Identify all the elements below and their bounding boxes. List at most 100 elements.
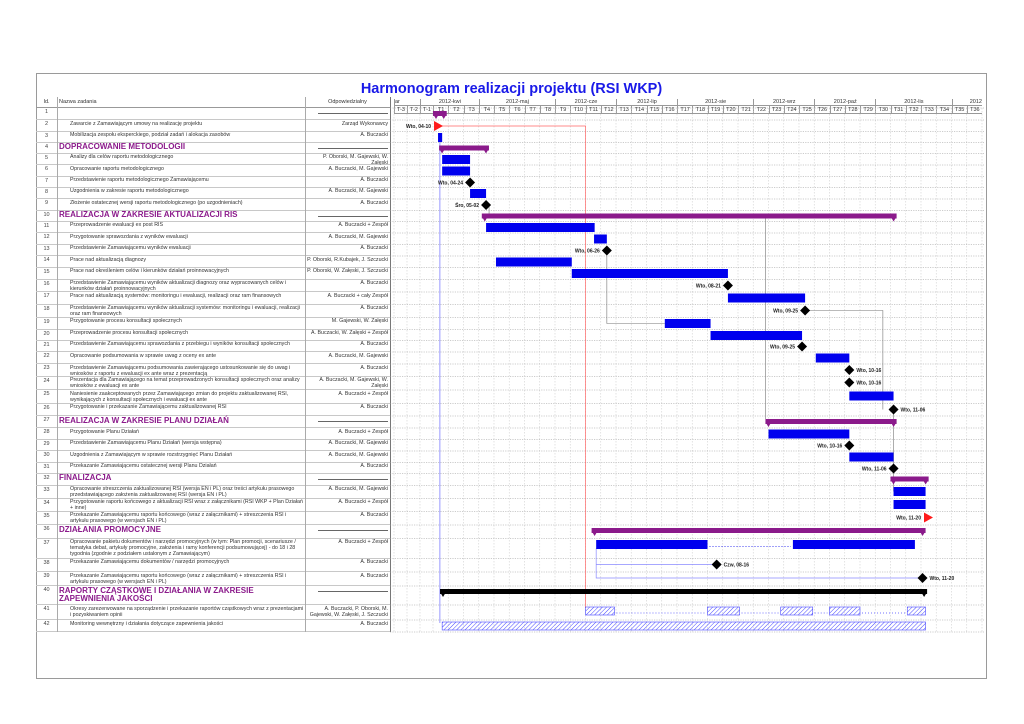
task-name: Przygotowanie raportu końcowego z aktual… (70, 499, 303, 511)
task-responsible: A. Buczacki, P. Oborski, M. Gajewski, W.… (309, 605, 388, 618)
task-name: Przygotowanie Planu Działań (70, 428, 139, 435)
task-name: Opracowanie raportu metodologicznego (70, 165, 164, 172)
summary-bar-end (890, 216, 897, 222)
milestone-diamond-icon (844, 365, 855, 375)
week-header-cell: T33 (921, 106, 937, 114)
task-name: Przygotowanie sprawozdania z wyników ewa… (70, 233, 188, 240)
hatched-bar (441, 621, 926, 631)
gantt-item-row-12 (594, 234, 607, 244)
gantt-item-row-28 (768, 429, 850, 439)
header-id: Id. (43, 99, 50, 105)
week-header-cell: T16 (661, 106, 677, 114)
gantt-item-row-19 (664, 319, 711, 328)
dependency-line (442, 125, 586, 608)
gantt-item-row-20 (710, 331, 803, 340)
gantt-item-row-34 (893, 500, 926, 509)
task-bar (792, 540, 915, 549)
task-responsible: M. Gajewski, W. Załęski (331, 318, 388, 324)
task-bar (849, 391, 894, 401)
week-header-cell: T11 (585, 106, 601, 114)
task-name: DOPRACOWANIE METODOLOGII (59, 142, 186, 151)
week-header-cell: T26 (814, 106, 830, 114)
task-name: Przekazanie Zamawiającemu raportu końcow… (70, 512, 287, 524)
gantt-item-row-33 (893, 487, 926, 496)
month-header-cell: 2012-lip (616, 99, 677, 106)
week-header-cell: T13 (616, 106, 632, 114)
task-bar (495, 257, 572, 267)
week-header-cell: T4 (478, 106, 494, 114)
milestone-diamond-icon (797, 341, 808, 352)
task-responsible: A. Buczacki + Zespół (338, 390, 388, 397)
dependency-line (486, 204, 766, 419)
hatched-bar (829, 606, 861, 616)
gantt-item-row-7: Wto, 04-24 (438, 177, 476, 188)
task-name: Okresy zarezerwowane na sporządzenie i p… (70, 605, 304, 618)
week-header-cell: T28 (844, 106, 860, 114)
task-bar (442, 155, 471, 164)
month-header-cell: 2012-sie (677, 99, 754, 106)
month-header-cell: 2012-cze (555, 99, 616, 106)
task-responsible: A. Buczacki (360, 512, 388, 518)
task-bar (571, 269, 728, 278)
task-responsible: A. Buczacki (360, 364, 388, 371)
gantt-item-row-23: Wto, 10-16 (844, 365, 882, 375)
week-header-cell: T10 (570, 106, 586, 114)
gantt-item-row-2: Wto, 04-10 (406, 121, 444, 131)
summary-bar-end (433, 114, 439, 119)
task-name: Naniesienie zaakceptowanych przez Zamawi… (70, 390, 289, 403)
task-name: Opracowanie streszczenia zaktualizowanej… (70, 486, 295, 498)
milestone-diamond-icon (800, 305, 811, 316)
week-header-cell: T9 (555, 106, 571, 114)
task-bar (893, 487, 926, 496)
gantt-item-row-42 (441, 621, 926, 631)
task-name: Przeprowadzenie ewaluacji ex post RIS (70, 222, 164, 228)
gantt-item-row-31: Wto, 11-06 (862, 463, 899, 474)
task-name: Przedstawienie Zamawiającemu wyników akt… (70, 305, 300, 317)
responsible-line (318, 215, 388, 217)
column-divider (305, 97, 306, 632)
week-header-cell: T7 (524, 106, 540, 114)
deadline-flag-icon (924, 512, 934, 523)
dependency-line (595, 548, 919, 579)
gantt-item-row-22 (815, 353, 850, 363)
hatched-bar (906, 606, 926, 616)
summary-bar-end (922, 479, 929, 485)
task-responsible: A. Buczacki (360, 305, 388, 311)
gantt-item-row-18: Wto, 09-25 (773, 305, 811, 316)
summary-bar-end (591, 531, 598, 536)
task-name: Przeprowadzenie procesu konsultacji społ… (70, 330, 189, 336)
summary-bar-end (921, 592, 928, 597)
milestone-diamond-icon (722, 280, 733, 291)
task-responsible: A. Buczacki, M. Gajewski (328, 440, 388, 446)
week-header-cell: T23 (768, 106, 784, 114)
milestone-diamond-icon (888, 463, 899, 474)
task-name: Opracowanie pakietu dokumentów i narzędz… (70, 539, 296, 557)
summary-bar-end (439, 148, 446, 154)
milestone-diamond-icon (917, 573, 928, 583)
task-responsible: A. Buczacki + Zespół (338, 539, 388, 545)
summary-bar (433, 111, 447, 116)
milestone-diamond-icon (601, 245, 612, 256)
milestone-diamond-icon (844, 377, 855, 388)
task-responsible: A. Buczacki, M. Gajewski (328, 486, 388, 492)
task-bar (893, 500, 926, 509)
task-name: Przedstawienie Zamawiającemu podsumowani… (70, 364, 291, 377)
task-name: Przedstawienie Zamawiającemu sprawozdani… (70, 341, 290, 347)
milestone-label: Wto, 10-16 (856, 381, 881, 387)
task-responsible: A. Buczacki (360, 404, 388, 410)
task-name: Prace nad określeniem celów i kierunków … (70, 268, 229, 274)
gantt-item-row-40 (440, 589, 928, 597)
week-header-cell: T29 (860, 106, 876, 114)
hatched-bar (585, 606, 615, 616)
task-bar (768, 429, 850, 439)
responsible-line (318, 147, 388, 149)
gantt-item-row-8 (470, 189, 487, 198)
summary-bar (439, 145, 489, 151)
dependency-line (805, 310, 884, 410)
week-header-cell: T25 (799, 106, 815, 114)
responsible-line (318, 478, 388, 480)
summary-bar-end (919, 531, 926, 536)
milestone-diamond-icon (481, 200, 492, 210)
task-responsible: A. Buczacki, M. Gajewski (328, 451, 388, 458)
